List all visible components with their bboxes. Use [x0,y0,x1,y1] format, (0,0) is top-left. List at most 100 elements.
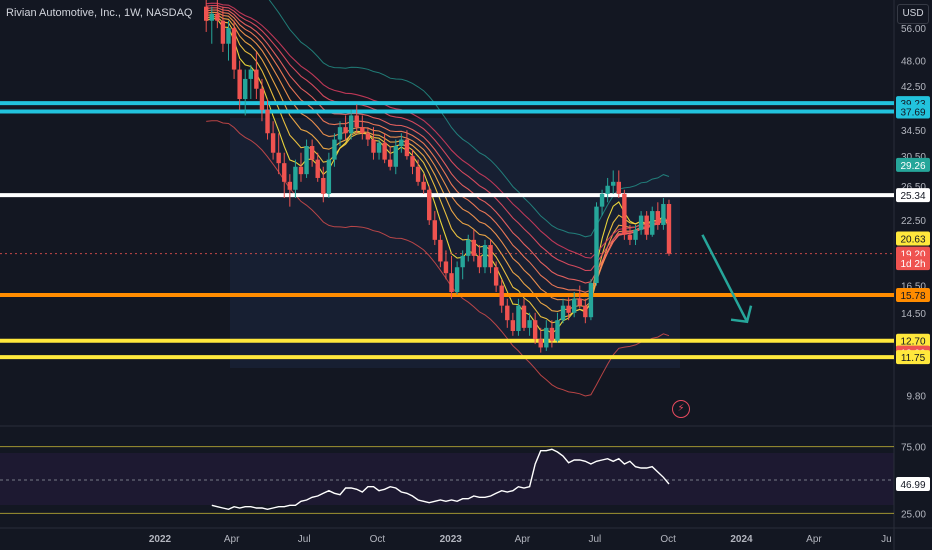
candle-body [270,133,276,153]
candle-body [633,229,638,240]
price-label-box [896,287,930,302]
candle [633,224,638,246]
candle-body [203,6,209,21]
candle [259,78,265,122]
candle [571,292,577,318]
price-tick-label: 16.50 [901,282,926,293]
lightning-icon[interactable]: ⚡ [672,400,690,418]
price-label-text: 15.78 [900,291,925,302]
candle [521,298,527,331]
candle-body [220,20,226,44]
candle-body [549,327,555,341]
candle [482,239,488,274]
time-tick-label: Oct [370,534,386,545]
candle-body [544,327,549,348]
candle [231,20,237,79]
price-tick-label: 56.00 [901,24,926,35]
candle-body [382,142,387,160]
candle [460,250,465,280]
candle-body [282,163,287,182]
rsi-band-fill [0,453,894,505]
time-tick-label: 2022 [149,534,172,545]
candle [555,312,560,343]
candle [605,177,610,203]
candle-body [571,298,577,313]
candle [510,312,516,336]
price-label-text: 37.69 [900,108,925,119]
symbol-title: Rivian Automotive, Inc., 1W, NASDAQ [6,7,193,19]
currency-button[interactable]: USD [897,4,929,24]
candle-body [209,13,214,21]
candle [438,234,443,268]
price-tick-label: 30.50 [901,152,926,163]
candle-body [315,159,320,178]
candle [220,6,226,53]
rsi-tick-label: 75.00 [901,443,926,454]
candle [471,229,477,262]
candle-body [410,156,415,167]
ema-line-24 [206,4,670,272]
rsi-line [211,448,670,511]
candle [466,234,471,262]
candle [203,0,209,32]
candle-body [655,211,661,225]
candle [655,202,661,230]
candle [371,127,376,160]
candle-body [577,298,582,306]
candles [203,0,672,353]
price-label-box [896,333,930,348]
candle [599,189,605,216]
price-label-text: 11.75 [901,353,926,364]
candle [454,261,460,295]
candle [287,174,293,207]
candle-body [460,255,465,268]
candle-body [471,239,477,256]
time-tick-label: 2024 [730,534,753,545]
candle [432,211,437,246]
candle-body [243,78,248,100]
candle-body [594,206,599,284]
candle-body [387,159,393,167]
candle-body [354,115,359,128]
candle-body [661,204,666,225]
candle-body [337,127,343,140]
candle [622,189,627,240]
candle [611,170,616,194]
candle-body [365,133,371,140]
price-label-box [896,104,930,119]
candle-body [348,115,354,134]
candle-body [259,88,265,110]
price-label-box [896,188,930,203]
candle [226,20,231,61]
time-tick-label: Apr [515,534,531,545]
candle-body [510,320,516,331]
candle-body [454,267,460,293]
candle-body [438,239,443,262]
candle [393,139,398,175]
candle-body [432,220,437,240]
candle-body [560,305,566,321]
candle [499,279,504,313]
candle [326,152,332,199]
candle [248,65,254,100]
candle-body [527,320,532,328]
candle [237,60,242,110]
price-tick-label: 42.50 [901,82,926,93]
candle [566,297,571,321]
candle-body [293,166,298,190]
candle-body [265,109,270,134]
candle [449,255,454,299]
candle-body [521,305,527,328]
candle [270,121,276,160]
candle-body [622,193,627,235]
rsi-value-box [896,477,930,492]
candle-body [404,139,410,157]
candle [588,279,594,321]
candle-body [215,13,220,21]
candle [661,198,666,230]
price-label-text: 20.63 [900,235,925,246]
time-tick-label: Jul [589,534,602,545]
candle [298,152,304,182]
candle-body [588,283,594,318]
